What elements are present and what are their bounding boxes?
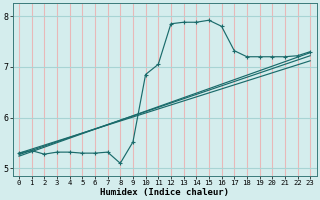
- X-axis label: Humidex (Indice chaleur): Humidex (Indice chaleur): [100, 188, 229, 197]
